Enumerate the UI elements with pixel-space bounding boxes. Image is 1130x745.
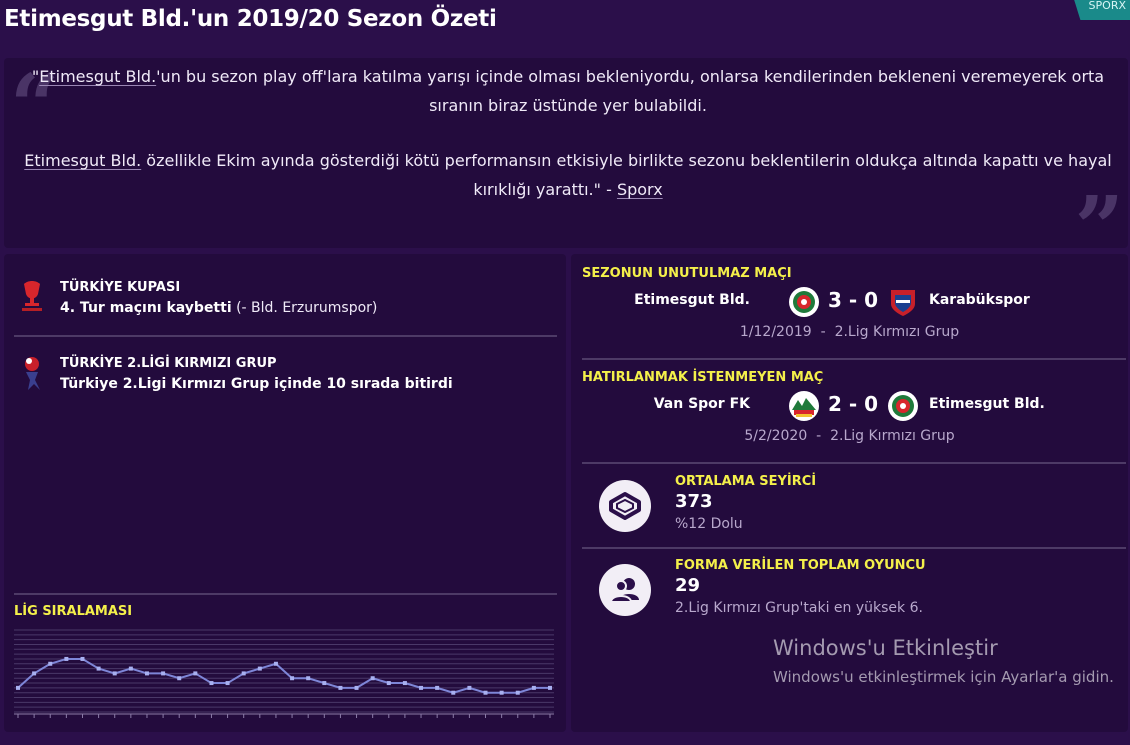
- league-position-point: [32, 671, 37, 676]
- league-position-point: [354, 685, 359, 690]
- league-position-point: [386, 681, 391, 686]
- league-position-point: [499, 690, 504, 695]
- league-position-point: [306, 676, 311, 681]
- stat-subtext: 2.Lig Kırmızı Grup'taki en yüksek 6.: [675, 600, 923, 616]
- stadium-icon: [599, 480, 651, 532]
- league-position-point: [48, 661, 53, 666]
- league-position-point: [225, 681, 230, 686]
- etimesgut-badge-icon: [788, 286, 820, 318]
- windows-activation-watermark: Windows'u Etkinleştir Windows'u etkinleş…: [773, 634, 1114, 688]
- competition-name: TÜRKİYE 2.LİGİ KIRMIZI GRUP: [60, 356, 277, 371]
- source-link[interactable]: Sporx: [616, 180, 663, 199]
- quote-text-1: 'un bu sezon play off'lara katılma yarış…: [156, 67, 1105, 115]
- league-position-point: [273, 661, 278, 666]
- away-team[interactable]: Etimesgut Bld.: [929, 396, 1045, 412]
- stat-value: 29: [675, 575, 701, 596]
- highlights-panel: SEZONUN UNUTULMAZ MAÇI Etimesgut Bld. 3 …: [571, 254, 1128, 732]
- league-position-chart-title: LİG SIRALAMASI: [14, 604, 133, 619]
- league-logo-icon: [18, 354, 46, 390]
- club-link[interactable]: Etimesgut Bld.: [39, 67, 157, 86]
- karabukspor-badge-icon: [887, 286, 919, 318]
- league-position-point: [290, 676, 295, 681]
- league-position-chart: [14, 629, 554, 718]
- competition-name: TÜRKİYE KUPASI: [60, 280, 181, 295]
- league-position-point: [144, 671, 149, 676]
- league-position-point: [209, 681, 214, 686]
- league-position-point: [370, 676, 375, 681]
- league-position-point: [515, 690, 520, 695]
- page-title: Etimesgut Bld.'un 2019/20 Sezon Özeti: [4, 6, 497, 32]
- league-position-point: [193, 671, 198, 676]
- divider: [14, 593, 557, 595]
- open-quote-icon: “: [10, 56, 60, 157]
- memorable-match-label: SEZONUN UNUTULMAZ MAÇI: [582, 266, 792, 281]
- competition-result: Türkiye 2.Ligi Kırmızı Grup içinde 10 sı…: [60, 376, 453, 392]
- league-position-point: [80, 656, 85, 661]
- quote-prefix: ": [31, 67, 40, 86]
- league-position-point: [177, 676, 182, 681]
- league-position-point: [112, 671, 117, 676]
- match-score: 3 - 0: [827, 288, 879, 312]
- quote-text-2: özellikle Ekim ayında gösterdiği kötü pe…: [141, 151, 1112, 199]
- match-info: 5/2/2020 - 2.Lig Kırmızı Grup: [744, 428, 955, 444]
- league-position-point: [96, 666, 101, 671]
- divider: [582, 358, 1126, 360]
- watermark-title: Windows'u Etkinleştir: [773, 636, 998, 660]
- stat-value: 373: [675, 491, 713, 512]
- league-position-point: [257, 666, 262, 671]
- turkish-cup-icon: [18, 278, 46, 314]
- league-position-point: [483, 690, 488, 695]
- divider: [582, 462, 1126, 464]
- league-position-point: [435, 685, 440, 690]
- club-link[interactable]: Etimesgut Bld.: [24, 151, 142, 170]
- watermark-text: Windows'u etkinleştirmek için Ayarlar'a …: [773, 668, 1114, 686]
- league-position-point: [467, 685, 472, 690]
- match-info: 1/12/2019 - 2.Lig Kırmızı Grup: [739, 324, 960, 340]
- home-team[interactable]: Van Spor FK: [653, 396, 750, 412]
- league-position-point: [241, 671, 246, 676]
- season-summary-quote: “ ” "Etimesgut Bld.'un bu sezon play off…: [4, 56, 1128, 272]
- league-position-point: [322, 681, 327, 686]
- players-icon: [599, 564, 651, 616]
- league-position-point: [531, 685, 536, 690]
- league-position-point: [16, 685, 20, 690]
- league-position-point: [451, 690, 456, 695]
- stat-subtext: %12 Dolu: [675, 516, 743, 532]
- quote-paragraph-2: Etimesgut Bld. özellikle Ekim ayında gös…: [18, 146, 1118, 204]
- stat-label: ORTALAMA SEYİRCİ: [675, 474, 817, 489]
- divider: [14, 335, 557, 337]
- league-position-point: [548, 685, 552, 690]
- away-team[interactable]: Karabükspor: [929, 292, 1030, 308]
- competition-result: 4. Tur maçını kaybetti (- Bld. Erzurumsp…: [60, 300, 378, 316]
- stat-label: FORMA VERİLEN TOPLAM OYUNCU: [675, 558, 926, 573]
- forgettable-match-label: HATIRLANMAK İSTENMEYEN MAÇ: [582, 370, 824, 385]
- league-position-point: [402, 681, 407, 686]
- match-score: 2 - 0: [827, 392, 879, 416]
- league-position-point: [64, 656, 69, 661]
- league-position-point: [419, 685, 424, 690]
- league-position-point: [161, 671, 166, 676]
- sporx-tag[interactable]: SPORX: [1074, 0, 1130, 20]
- home-team[interactable]: Etimesgut Bld.: [634, 292, 750, 308]
- league-position-point: [338, 685, 343, 690]
- divider: [582, 547, 1126, 549]
- vanspor-badge-icon: [788, 390, 820, 422]
- competitions-panel: TÜRKİYE KUPASI 4. Tur maçını kaybetti (-…: [4, 254, 566, 732]
- league-position-point: [128, 666, 133, 671]
- league-position-series-line: [17, 657, 550, 694]
- etimesgut-badge-icon: [887, 390, 919, 422]
- quote-paragraph-1: "Etimesgut Bld.'un bu sezon play off'lar…: [18, 62, 1118, 120]
